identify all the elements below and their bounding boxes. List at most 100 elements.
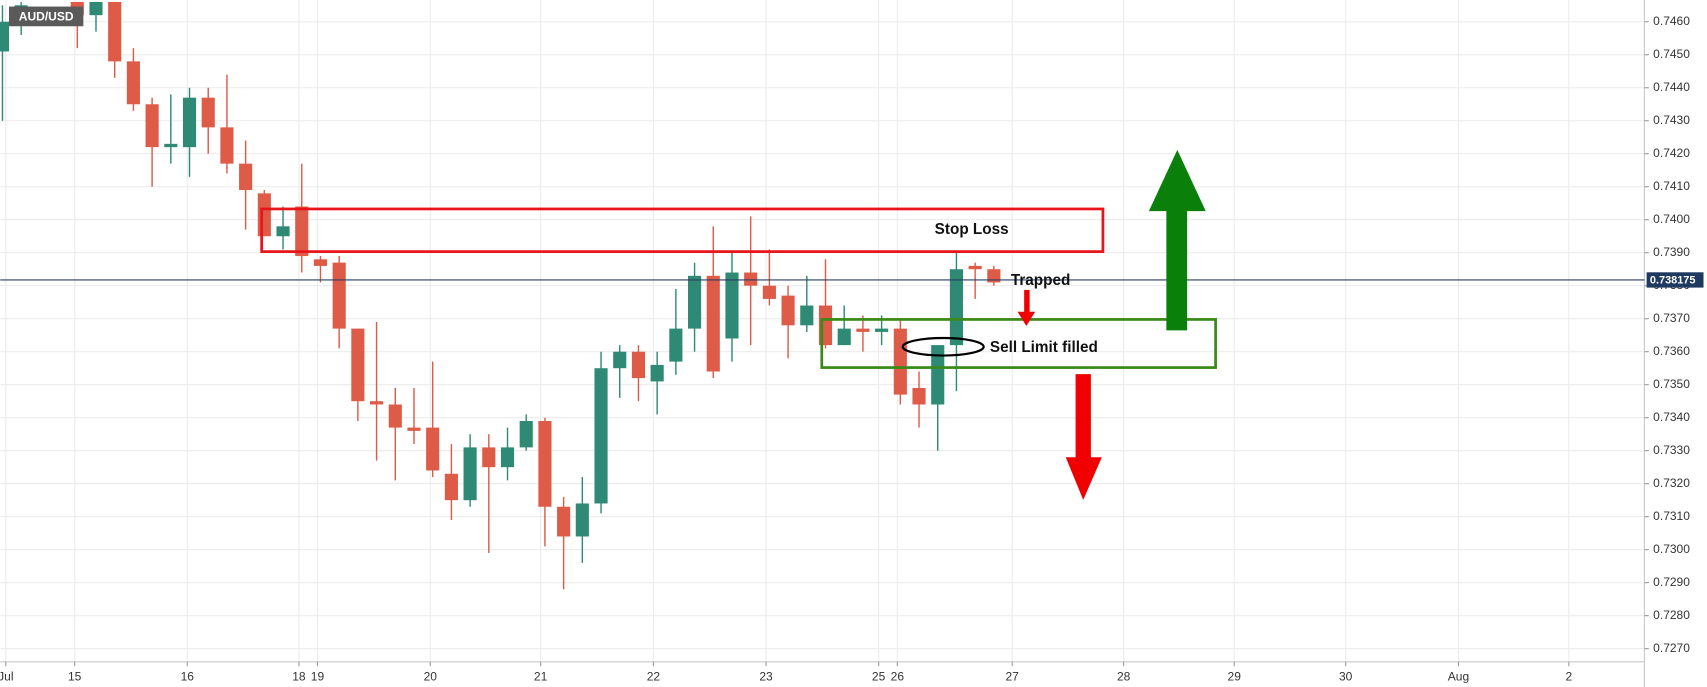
candle-body [89,1,103,16]
small-arrow-shaft [1024,289,1030,313]
y-tick-label: 0.7370 [1653,311,1690,325]
candle-body [538,420,552,507]
candle-body [725,272,739,339]
candle-body [949,269,964,346]
y-tick-label: 0.7290 [1653,575,1690,589]
candle-body [575,503,589,537]
candle-body [145,104,159,148]
y-tick-label: 0.7360 [1653,344,1690,358]
candle-body [126,61,140,105]
down-arrow-shaft [1075,374,1091,460]
y-tick-label: 0.7270 [1653,641,1690,655]
candle-body [257,193,271,237]
sell-limit-box [820,318,1217,369]
x-tick-label: 18 [292,669,306,683]
y-tick-label: 0.7390 [1653,245,1690,259]
y-tick-label: 0.7300 [1653,542,1690,556]
last-price-label: 0.738175 [1650,274,1696,286]
candle-body [856,328,870,332]
candle-body [781,295,795,326]
x-tick-label: 30 [1339,669,1353,683]
y-tick-label: 0.7310 [1653,509,1690,523]
x-tick-label: 25 [872,669,886,683]
y-tick-label: 0.7340 [1653,410,1690,424]
annotation: Trapped [1011,272,1070,289]
x-tick-label: Jul [0,669,14,683]
x-tick-label: Aug [1448,669,1469,683]
y-tick-label: 0.7440 [1653,80,1690,94]
candle-body [201,97,215,128]
candle-body [800,305,814,326]
candle-body [837,328,851,346]
candle-body [108,1,122,62]
candle-body [370,401,384,405]
candle-body [650,364,664,382]
x-tick-label: 15 [68,669,82,683]
candle-body [276,226,290,237]
y-tick-label: 0.7400 [1653,212,1690,226]
candle-body [313,259,328,266]
candle-body [762,285,776,299]
y-tick-label: 0.7420 [1653,146,1690,160]
candle-body [351,328,365,402]
last-price-badge [1646,272,1704,288]
small-arrow-head [1017,311,1036,326]
up-arrow-shaft [1166,207,1188,331]
candle-body [482,447,496,468]
candle-body [239,163,253,191]
candle-body [893,328,907,395]
x-tick-label: 21 [534,669,548,683]
x-tick-label: 2 [1566,669,1573,683]
candle-body [182,97,197,148]
candle-body [332,262,346,329]
y-tick-label: 0.7330 [1653,443,1690,457]
candle-body [669,328,683,362]
annotation: Sell Limit filled [990,339,1098,356]
y-tick-label: 0.7450 [1653,47,1690,61]
candle-body [557,506,571,537]
annotation: Stop Loss [935,221,1009,238]
candle-body [912,387,926,405]
candle-body [744,272,758,286]
candle-body [968,265,982,270]
candle-body [444,473,458,501]
candle-body [164,143,178,148]
stop-loss-box [260,207,1105,253]
candle-body [594,368,608,504]
candle-body [688,275,702,329]
axes: 0.7270 0.7280 0.7290 0.7300 0.7310 0.7320 0.73… [0,14,1704,683]
x-tick-label: 22 [647,669,661,683]
candle-body [463,447,477,501]
candle-body [931,345,945,405]
candle-body [220,127,234,164]
down-arrow-head [1065,457,1102,500]
x-tick-label: 28 [1117,669,1131,683]
fill-ellipse [901,336,985,357]
candle-body [519,420,533,448]
x-tick-label: 26 [891,669,905,683]
candle-body [388,404,402,428]
candle-body [613,351,627,369]
x-tick-label: 19 [311,669,325,683]
candle-body [706,275,720,372]
symbol-badge [8,6,84,27]
candle-body [0,21,10,52]
y-tick-label: 0.7280 [1653,608,1690,622]
candle-body [295,206,309,257]
candle-body [426,427,440,471]
x-tick-label: 16 [181,669,195,683]
y-tick-label: 0.7320 [1653,476,1690,490]
candles [0,1,1001,590]
y-tick-label: 0.7410 [1653,179,1690,193]
candle-body [987,269,1001,283]
x-tick-label: 27 [1005,669,1019,683]
x-tick-label: 29 [1228,669,1242,683]
y-tick-label: 0.7460 [1653,14,1690,28]
candle-body [407,427,421,431]
x-tick-label: 20 [424,669,438,683]
y-tick-label: 0.7350 [1653,377,1690,391]
y-tick-label: 0.7430 [1653,113,1690,127]
candle-body [875,328,889,332]
